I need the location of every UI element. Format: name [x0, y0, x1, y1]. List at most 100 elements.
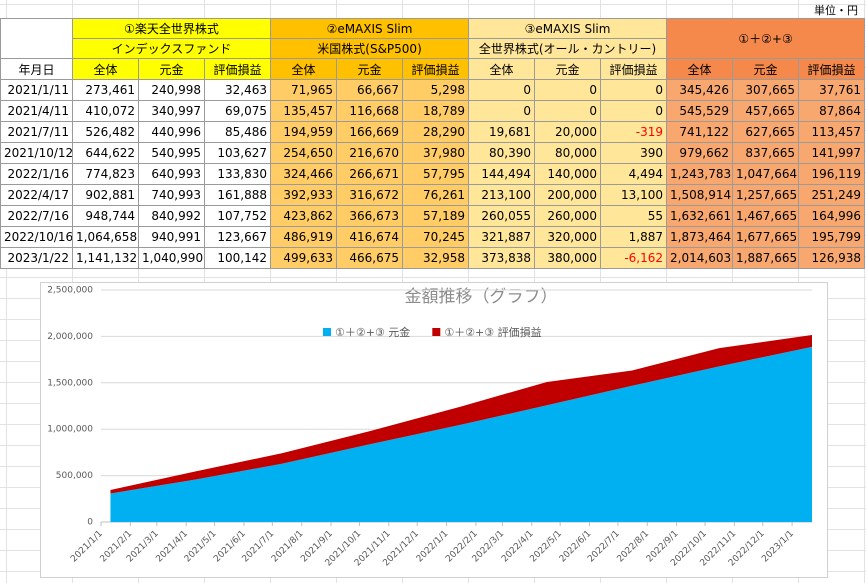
value-cell: 80,000: [534, 142, 602, 164]
value-cell: 440,996: [138, 121, 205, 143]
value-cell: 66,667: [336, 79, 403, 101]
value-cell: 55: [600, 205, 668, 227]
value-cell: 13,100: [600, 184, 668, 206]
group-header: インデックスファンド: [72, 38, 271, 59]
date-cell: 2022/4/17: [0, 184, 73, 206]
value-cell: 71,965: [270, 79, 337, 101]
group-header: 全世界株式(オール・カントリー): [468, 38, 668, 59]
value-cell: 307,665: [732, 79, 800, 101]
value-cell: 103,627: [204, 142, 271, 164]
legend-label: ①＋②+③ 評価損益: [444, 325, 541, 339]
value-cell: 0: [600, 100, 668, 122]
value-cell: 486,919: [270, 226, 337, 248]
value-cell: 254,650: [270, 142, 337, 164]
value-cell: 69,075: [204, 100, 271, 122]
date-cell: 2022/10/16: [0, 226, 73, 248]
value-cell: 196,119: [798, 163, 866, 185]
value-cell: 1,873,464: [666, 226, 734, 248]
value-cell: 116,668: [336, 100, 403, 122]
value-cell: 87,864: [798, 100, 866, 122]
value-cell: 126,938: [798, 247, 866, 269]
date-cell: 2023/1/22: [0, 247, 73, 269]
value-cell: 466,675: [336, 247, 403, 269]
value-cell: 526,482: [72, 121, 139, 143]
date-cell: 2021/10/12: [0, 142, 73, 164]
sub-header: 全体: [468, 58, 536, 80]
value-cell: 0: [600, 79, 668, 101]
value-cell: 627,665: [732, 121, 800, 143]
value-cell: 1,047,664: [732, 163, 800, 185]
y-tick-label: 0: [87, 518, 93, 528]
value-cell: 1,677,665: [732, 226, 800, 248]
blank-cell: [0, 18, 73, 59]
value-cell: 940,991: [138, 226, 205, 248]
value-cell: 316,672: [336, 184, 403, 206]
sub-header: 全体: [666, 58, 734, 80]
sub-header: 評価損益: [600, 58, 668, 80]
value-cell: 499,633: [270, 247, 337, 269]
value-cell: 20,000: [534, 121, 602, 143]
value-cell: 28,290: [401, 121, 470, 143]
value-cell: 133,830: [204, 163, 271, 185]
date-cell: 2021/1/11: [0, 79, 73, 101]
y-tick-label: 2,000,000: [47, 332, 93, 342]
y-tick-label: 1,000,000: [47, 425, 93, 435]
area: [110, 335, 812, 494]
value-cell: 1,467,665: [732, 205, 800, 227]
value-cell: 392,933: [270, 184, 337, 206]
sub-header: 元金: [336, 58, 403, 80]
value-cell: 251,249: [798, 184, 866, 206]
value-cell: 32,958: [401, 247, 470, 269]
sub-header: 全体: [72, 58, 139, 80]
value-cell: 113,457: [798, 121, 866, 143]
value-cell: 80,390: [468, 142, 536, 164]
value-cell: 141,997: [798, 142, 866, 164]
value-cell: 1,064,658: [72, 226, 139, 248]
value-cell: 266,671: [336, 163, 403, 185]
value-cell: 540,995: [138, 142, 205, 164]
value-cell: 19,681: [468, 121, 536, 143]
value-cell: 1,040,990: [138, 247, 205, 269]
value-cell: 1,632,661: [666, 205, 734, 227]
sub-header: 評価損益: [798, 58, 866, 80]
value-cell: 100,142: [204, 247, 271, 269]
sub-header: 元金: [534, 58, 602, 80]
value-cell: 373,838: [468, 247, 536, 269]
data-table: ①楽天全世界株式 ②eMAXIS Slim ③eMAXIS Slim ①＋②+③ インデ…: [0, 18, 866, 269]
value-cell: 140,000: [534, 163, 602, 185]
value-cell: 260,000: [534, 205, 602, 227]
value-cell: 774,823: [72, 163, 139, 185]
group-header: ①楽天全世界株式: [72, 18, 271, 39]
y-tick-label: 2,500,000: [47, 286, 93, 296]
value-cell: 260,055: [468, 205, 536, 227]
value-cell: 164,996: [798, 205, 866, 227]
value-cell: 57,795: [401, 163, 470, 185]
row-header: 年月日: [0, 58, 73, 80]
date-cell: 2022/1/16: [0, 163, 73, 185]
value-cell: 366,673: [336, 205, 403, 227]
value-cell: 37,761: [798, 79, 866, 101]
value-cell: 902,881: [72, 184, 139, 206]
value-cell: 0: [468, 79, 536, 101]
date-cell: 2021/4/11: [0, 100, 73, 122]
value-cell: 1,141,132: [72, 247, 139, 269]
group-header: ①＋②+③: [666, 18, 866, 59]
value-cell: 640,993: [138, 163, 205, 185]
sub-header: 元金: [138, 58, 205, 80]
value-cell: 1,257,665: [732, 184, 800, 206]
value-cell: 390: [600, 142, 668, 164]
value-cell: 37,980: [401, 142, 470, 164]
group-header: 米国株式(S&P500): [269, 38, 470, 59]
value-cell: 423,862: [270, 205, 337, 227]
value-cell: 273,461: [72, 79, 139, 101]
value-cell: 194,959: [270, 121, 337, 143]
sub-header: 評価損益: [401, 58, 470, 80]
value-cell: 345,426: [666, 79, 734, 101]
y-tick-label: 500,000: [56, 471, 93, 481]
value-cell: -6,162: [600, 247, 668, 269]
value-cell: 416,674: [336, 226, 403, 248]
value-cell: 240,998: [138, 79, 205, 101]
value-cell: 57,189: [401, 205, 470, 227]
sub-header: 元金: [732, 58, 800, 80]
